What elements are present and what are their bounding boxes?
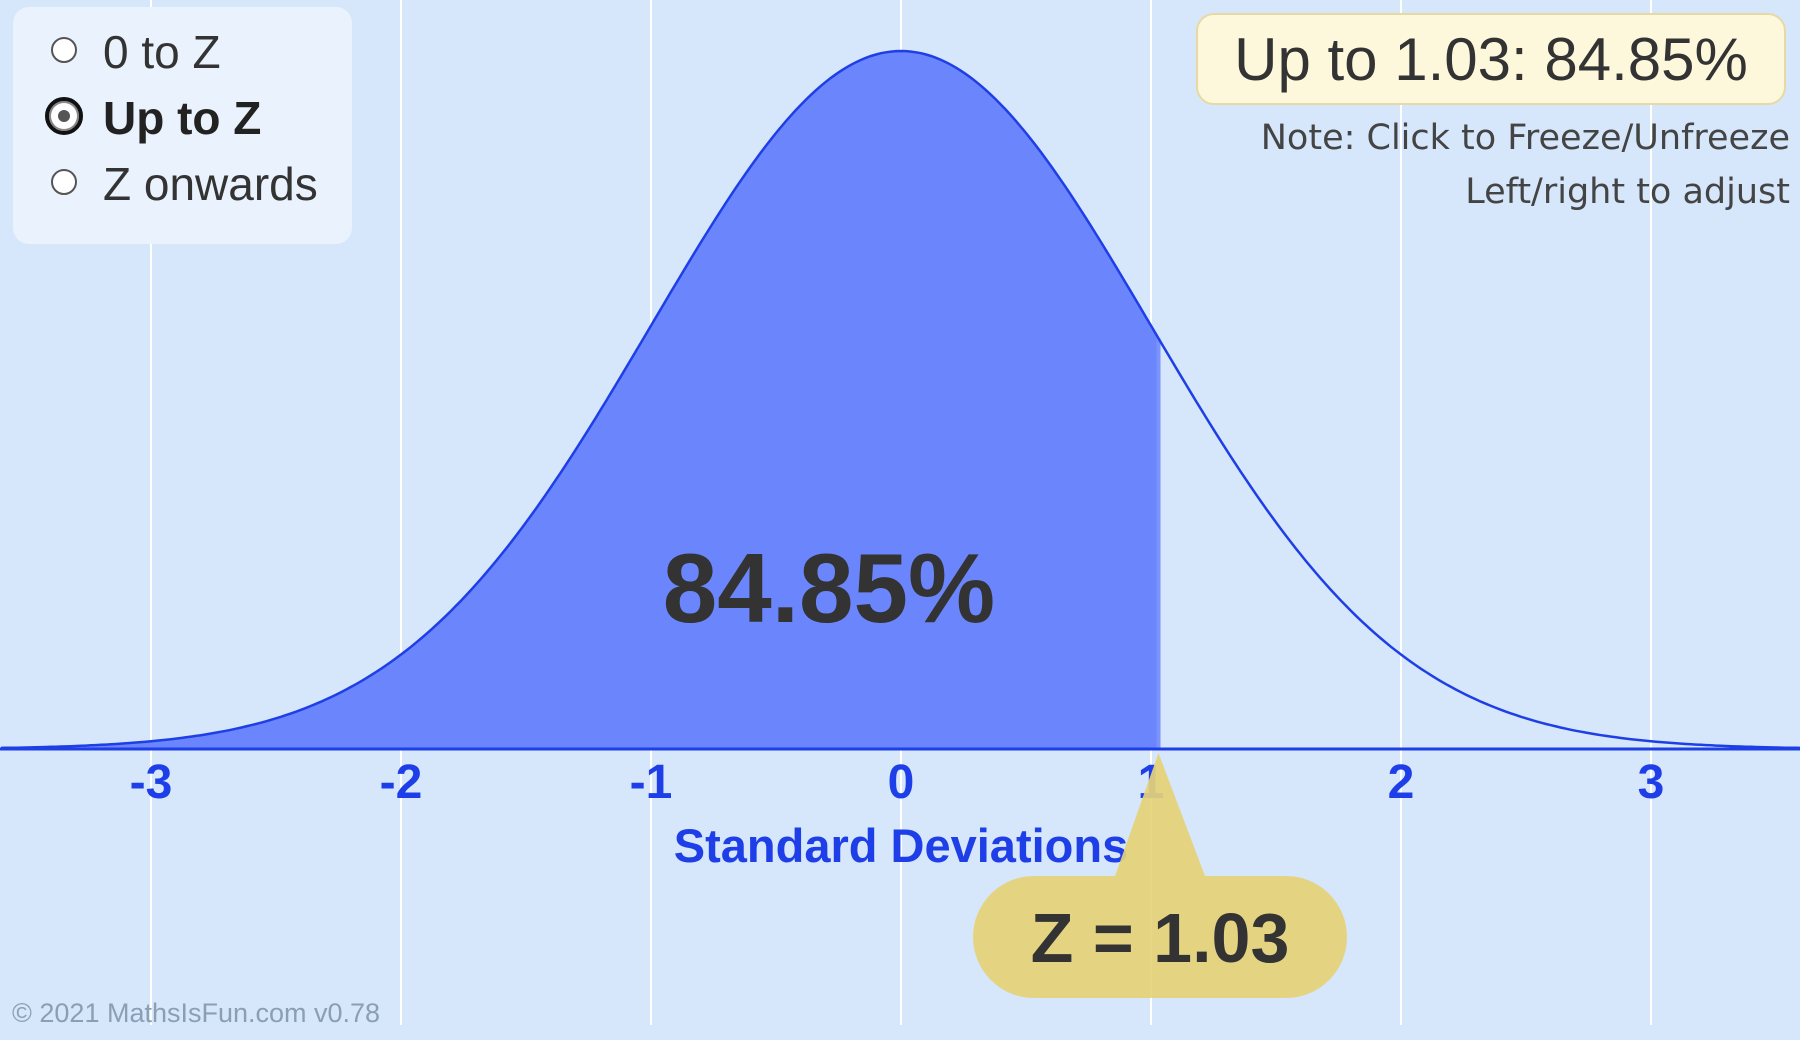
mode-option-up-to-z[interactable]: Up to Z bbox=[13, 81, 352, 151]
x-tick-label: -1 bbox=[630, 756, 673, 809]
radio-z-onwards[interactable] bbox=[51, 169, 77, 195]
z-callout[interactable] bbox=[973, 753, 1347, 998]
x-tick-label: 2 bbox=[1388, 756, 1415, 809]
mode-selector: 0 to Z Up to Z Z onwards bbox=[13, 7, 352, 244]
result-box: Up to 1.03: 84.85% bbox=[1196, 13, 1786, 105]
radio-up-to-z[interactable] bbox=[45, 97, 83, 135]
normal-curve bbox=[0, 49, 1800, 750]
note-adjust: Left/right to adjust bbox=[1465, 172, 1790, 212]
x-tick-label: -3 bbox=[130, 756, 173, 809]
x-tick-label: 3 bbox=[1638, 756, 1665, 809]
mode-label-z-onwards: Z onwards bbox=[103, 158, 318, 210]
copyright: © 2021 MathsIsFun.com v0.78 bbox=[12, 998, 381, 1028]
x-tick-label: 0 bbox=[888, 756, 915, 809]
x-axis-label: Standard Deviations bbox=[674, 819, 1128, 872]
mode-option-z-onwards[interactable]: Z onwards bbox=[13, 147, 352, 217]
mode-option-0-to-z[interactable]: 0 to Z bbox=[13, 15, 352, 85]
x-tick-label: -2 bbox=[380, 756, 423, 809]
shaded-area bbox=[1, 51, 1159, 749]
radio-0-to-z[interactable] bbox=[51, 37, 77, 63]
mode-label-up-to-z: Up to Z bbox=[103, 92, 262, 144]
z-value-label: Z = 1.03 bbox=[1031, 899, 1290, 977]
area-percentage-label: 84.85% bbox=[663, 533, 995, 643]
note-freeze: Note: Click to Freeze/Unfreeze bbox=[1260, 118, 1790, 158]
mode-label-0-to-z: 0 to Z bbox=[103, 26, 221, 78]
